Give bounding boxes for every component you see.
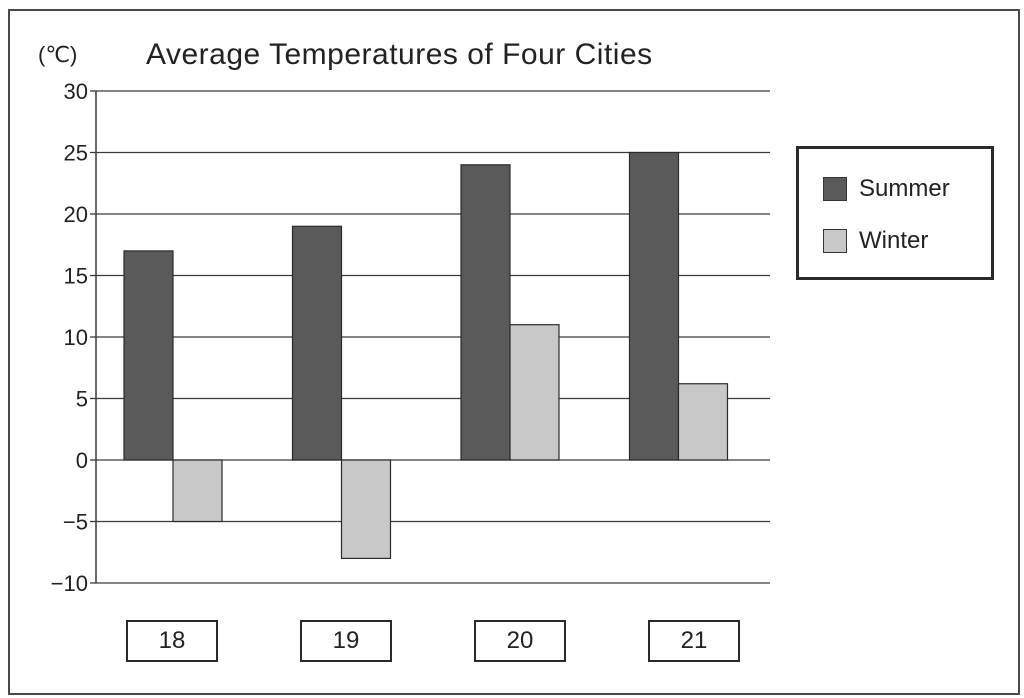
category-label-20: 20 — [474, 620, 566, 662]
y-tick-label: 10 — [64, 325, 88, 350]
legend-label-winter: Winter — [859, 227, 929, 254]
y-tick-label: −10 — [51, 571, 88, 596]
y-tick-label: 30 — [64, 79, 88, 104]
bar-summer-19 — [291, 225, 343, 461]
legend-label-summer: Summer — [859, 175, 950, 202]
bar-winter-18 — [172, 459, 223, 523]
bar-summer-20 — [460, 164, 511, 461]
bar-summer-18 — [123, 250, 174, 461]
bar-winter-19 — [340, 459, 392, 560]
chart-title: Average Temperatures of Four Cities — [146, 38, 653, 71]
y-tick-label: 0 — [76, 448, 88, 473]
y-axis-unit-label: (℃) — [38, 42, 78, 67]
legend-swatch-summer — [823, 177, 847, 201]
category-label-19: 19 — [300, 620, 392, 662]
legend-item-summer: Summer — [823, 175, 950, 203]
y-tick-label: 15 — [64, 264, 88, 289]
category-label-18: 18 — [126, 620, 218, 662]
legend-item-winter: Winter — [823, 227, 928, 255]
legend-swatch-winter — [823, 229, 847, 253]
legend: Summer Winter — [796, 146, 994, 280]
y-tick-label: 20 — [64, 202, 88, 227]
bar-summer-21 — [628, 151, 680, 461]
y-tick-label: 25 — [64, 141, 88, 166]
bar-winter-20 — [509, 324, 560, 461]
bar-winter-21 — [677, 383, 729, 461]
category-label-21: 21 — [648, 620, 740, 662]
y-tick-label: −5 — [63, 510, 88, 535]
y-tick-label: 5 — [76, 387, 88, 412]
